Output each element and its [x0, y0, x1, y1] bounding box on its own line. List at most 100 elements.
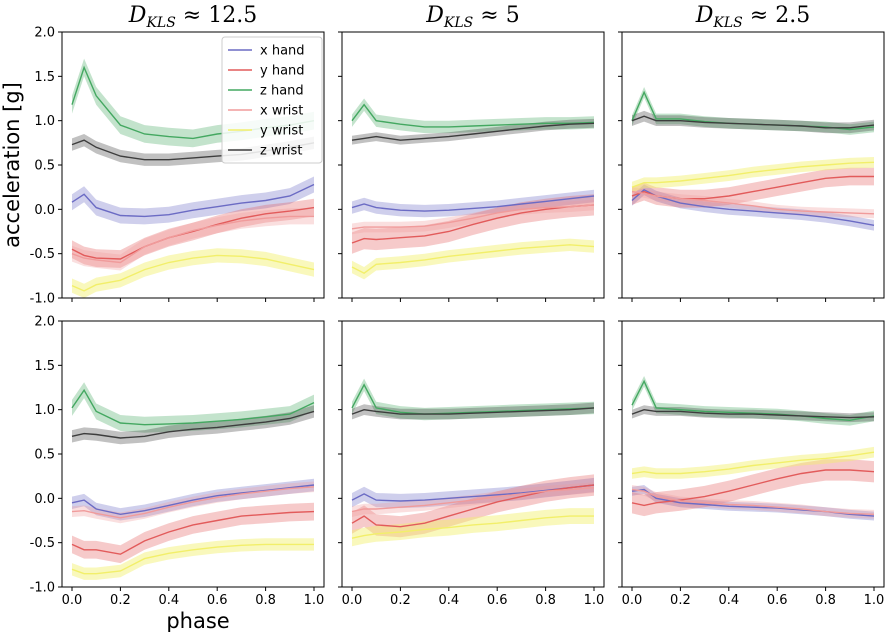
x-tick-label: 0.0 [622, 593, 643, 608]
line-x-hand [351, 195, 595, 212]
band-x-wrist [632, 187, 874, 219]
x-tick-label: 1.0 [584, 593, 605, 608]
line-y-wrist [351, 244, 595, 275]
legend-box [221, 36, 323, 164]
title-symbol: D [695, 3, 714, 28]
panel-background-5 [342, 321, 604, 587]
band-y-wrist [72, 248, 314, 298]
band-y-wrist [352, 238, 594, 280]
y-tick-label: 2.0 [34, 26, 55, 41]
band-z-hand [632, 87, 874, 135]
line-x-hand [71, 183, 315, 218]
band-y-wrist [72, 538, 314, 580]
line-z-hand [351, 103, 595, 128]
line-x-wrist [351, 204, 595, 230]
legend-label-z-hand: z hand [260, 84, 304, 99]
legend-label-y-hand: y hand [260, 64, 305, 79]
y-tick-label: 1.0 [34, 403, 55, 418]
legend-label-x-hand: x hand [260, 44, 305, 59]
line-z-hand [71, 388, 315, 426]
y-tick-label: 1.5 [34, 70, 55, 85]
x-tick-label: 1.0 [864, 593, 885, 608]
y-axis-label: acceleration [g] [0, 82, 24, 248]
legend-label-y-wrist: y wrist [260, 124, 303, 139]
x-tick-label: 0.8 [535, 593, 556, 608]
line-x-hand [71, 484, 315, 516]
line-x-wrist [351, 487, 595, 513]
title-relation: ≈ 2.5 [743, 3, 810, 28]
band-y-hand [352, 474, 594, 538]
title-symbol: D [128, 3, 147, 28]
x-tick-label: 0.2 [110, 593, 131, 608]
y-tick-label: 1.0 [34, 114, 55, 129]
x-tick-label: 0.6 [207, 593, 228, 608]
x-tick-label: 0.2 [390, 593, 411, 608]
x-tick-label: 0.0 [62, 593, 83, 608]
band-x-hand [632, 485, 874, 521]
band-y-wrist [632, 446, 874, 479]
line-z-wrist [631, 408, 875, 419]
line-z-hand [351, 383, 595, 415]
y-tick-label: 1.5 [34, 359, 55, 374]
panel-title-3: DKLS ≈ 2.5 [695, 3, 810, 31]
title-subscript: KLS [712, 15, 742, 31]
line-x-wrist [631, 488, 875, 515]
panel-background-6 [622, 321, 884, 587]
x-tick-label: 0.6 [767, 593, 788, 608]
legend-label-z-wrist: z wrist [260, 144, 302, 159]
band-y-hand [632, 167, 874, 208]
x-tick-label: 0.2 [670, 593, 691, 608]
y-tick-label: -1.0 [30, 292, 55, 307]
y-tick-label: 0.5 [34, 448, 55, 463]
panel-title-1: DKLS ≈ 12.5 [128, 3, 257, 31]
line-z-wrist [351, 122, 595, 141]
line-y-wrist [71, 543, 314, 575]
line-z-wrist [631, 115, 875, 129]
line-y-wrist [71, 254, 315, 292]
line-y-wrist [631, 161, 875, 188]
title-subscript: KLS [443, 15, 473, 31]
panel-title-2: DKLS ≈ 5 [425, 3, 519, 31]
line-x-wrist [71, 486, 315, 519]
line-x-wrist [631, 190, 875, 215]
band-z-hand [632, 376, 874, 426]
x-tick-label: 0.0 [342, 593, 363, 608]
band-y-wrist [352, 508, 594, 547]
line-x-wrist [71, 215, 314, 264]
line-y-hand [351, 204, 595, 244]
title-relation: ≈ 5 [473, 3, 519, 28]
y-tick-label: 0.0 [34, 203, 55, 218]
title-symbol: D [425, 3, 444, 28]
panel-background-4 [62, 321, 324, 587]
line-z-wrist [351, 407, 595, 415]
x-tick-label: 0.8 [255, 593, 276, 608]
band-z-wrist [352, 118, 594, 145]
line-z-wrist [71, 410, 315, 439]
x-tick-label: 1.0 [304, 593, 325, 608]
x-tick-label: 0.6 [487, 593, 508, 608]
line-y-hand [71, 510, 315, 555]
band-z-hand [72, 382, 314, 433]
x-tick-label: 0.4 [718, 593, 739, 608]
title-relation: ≈ 12.5 [176, 3, 257, 28]
band-x-hand [72, 176, 314, 225]
panel-background-3 [622, 32, 884, 298]
y-tick-label: 0.5 [34, 159, 55, 174]
line-y-wrist [351, 515, 594, 539]
y-tick-label: 0.0 [34, 492, 55, 507]
x-tick-label: 0.8 [815, 593, 836, 608]
line-z-hand [631, 379, 875, 422]
y-tick-label: -0.5 [30, 536, 55, 551]
line-y-hand [631, 469, 875, 507]
y-tick-label: -1.0 [30, 581, 55, 596]
x-axis-label: phase [166, 609, 229, 632]
line-y-wrist [631, 451, 875, 475]
band-z-wrist [72, 405, 314, 445]
title-subscript: KLS [145, 15, 175, 31]
x-tick-label: 0.4 [158, 593, 179, 608]
band-z-wrist [352, 402, 594, 420]
y-tick-label: 2.0 [34, 315, 55, 330]
band-x-hand [632, 184, 874, 231]
legend-label-x-wrist: x wrist [260, 104, 303, 119]
